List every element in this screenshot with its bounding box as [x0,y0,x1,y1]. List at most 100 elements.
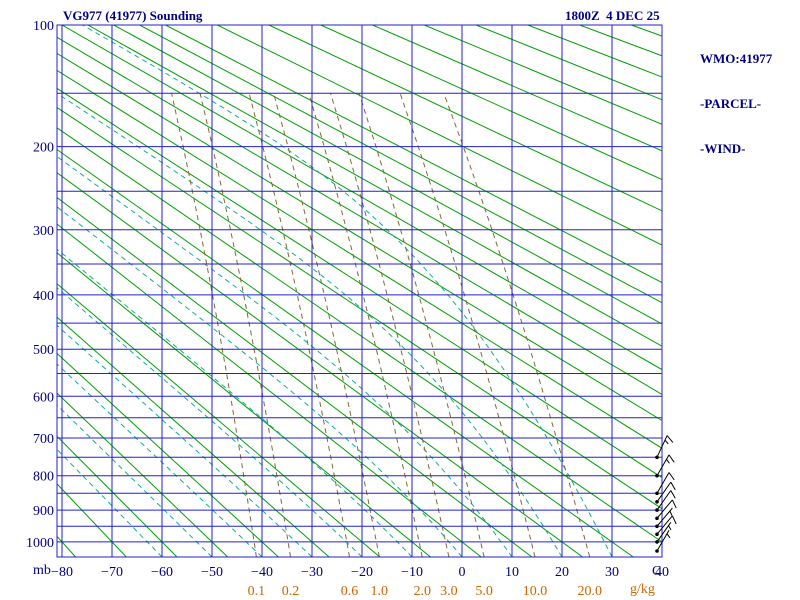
wind-barb-stroke [666,533,671,539]
wind-barb-stroke [656,435,668,458]
dry-adiabat-line [61,25,662,371]
wind-barb-stroke [668,525,672,531]
wind-barb-station-dot [655,500,659,504]
wind-barb-stroke [656,454,670,476]
mixing-ratio-tick-label: 3.0 [440,584,458,599]
temp-tick-label: 30 [605,565,619,580]
dry-adiabat-line [579,25,662,57]
mixing-ratio-line [399,93,536,557]
dry-adiabat-line [57,196,533,557]
mixing-ratio-tick-label: 20.0 [577,584,602,599]
moist-adiabat-line [57,287,363,557]
temp-tick-label: −80 [51,565,73,580]
temp-tick-label: −70 [101,565,123,580]
pressure-tick-label: 800 [33,470,54,485]
temp-tick-label: −10 [401,565,423,580]
pressure-unit-label: mb [33,563,51,578]
dry-adiabat-line [57,252,431,557]
wind-barbs [655,435,677,553]
dry-adiabat-line [57,352,279,557]
wind-barb-stroke [666,458,670,464]
wind-barb-stroke [666,435,674,443]
dry-adiabat-line [57,435,178,557]
moist-adiabat-line [57,206,463,557]
wind-barb [655,454,675,478]
wind-barb [655,472,675,496]
wind-barb [655,522,672,544]
temperature-unit-label: C [652,564,662,579]
wind-barb [655,530,671,553]
pressure-tick-label: 200 [33,141,54,156]
mixing-ratio-tick-label: 0.6 [341,584,359,599]
wind-barb-station-dot [655,508,659,512]
dry-adiabat-line [57,283,381,557]
dry-adiabat-line [57,223,482,557]
pressure-tick-label: 100 [33,19,54,34]
mixing-ratio-line [199,93,291,557]
chart-datetime: 1800Z 4 DEC 25 [565,8,660,23]
mixing-ratio-line [171,93,257,557]
wind-legend-label: -WIND- [700,141,746,156]
parcel-legend-label: -PARCEL- [700,96,762,111]
dry-adiabat-line [57,172,583,557]
temp-tick-label: −20 [351,565,373,580]
mixing-ratio-line [273,93,380,557]
wind-barb [655,435,674,460]
wind-barb [655,515,677,537]
pressure-tick-label: 700 [33,432,54,447]
moist-adiabat-line [57,363,263,557]
dry-adiabat-line [57,148,634,557]
temp-tick-label: −60 [151,565,173,580]
station-id-label: WMO:41977 [700,51,773,66]
wind-barb-stroke [656,522,672,543]
dry-adiabat-line [57,483,127,557]
temp-tick-label: 20 [555,565,569,580]
wind-barb [655,507,673,529]
wind-barb-stroke [656,481,672,503]
pressure-temperature-grid [56,24,663,558]
dry-adiabat-line [372,25,662,152]
wind-barb-stroke [668,472,675,481]
dry-adiabat-line [217,25,662,246]
wind-barb [655,490,676,512]
dry-adiabat-line [424,25,662,125]
wind-barb-stroke [669,510,673,516]
mixing-ratio-tick-label: 5.0 [475,584,493,599]
dry-adiabat-line [113,25,662,325]
pressure-tick-label: 400 [33,289,54,304]
dry-adiabat-line [139,25,662,304]
wind-barb-stroke [656,490,672,511]
moist-adiabat-line [57,448,163,557]
tick-labels: 0.1 0.2 0.6 1.0 2.0 3.0 5.0 10.0 20.010020030040… [26,19,669,599]
plot-border [56,24,663,558]
wind-barb-stroke [670,490,676,499]
wind-barb-stroke [664,439,669,445]
wind-barb-station-dot [655,491,659,496]
moist-adiabat-line [57,248,413,557]
pressure-tick-label: 600 [33,390,54,405]
wind-barb-station-dot [655,532,659,537]
temp-tick-label: −30 [301,565,323,580]
mixing-ratio-tick-label: 2.0 [413,584,431,599]
wind-barb [655,481,676,504]
mixing-ratio-tick-label: 0.1 [248,584,266,599]
wind-barb [655,499,677,521]
moist-adiabat-line [57,92,563,557]
wind-barb-stroke [668,454,675,463]
moist-adiabat-line [57,324,313,557]
wind-barb-station-dot [655,524,659,529]
wind-barb-station-dot [655,473,659,478]
moist-adiabats [57,25,613,557]
dry-adiabat-line [527,25,662,78]
pressure-tick-label: 900 [33,504,54,519]
dry-adiabat-line [57,127,662,543]
right-panel: WMO:41977 -PARCEL- -WIND- [700,21,772,186]
dry-adiabat-line [57,316,330,557]
dry-adiabat-line [57,69,662,449]
mixing-ratio-tick-label: 1.0 [371,584,389,599]
dry-adiabats [57,25,662,557]
dry-adiabat-line [57,36,662,395]
wind-barb-station-dot [655,540,659,544]
wind-barb-stroke [656,515,673,535]
